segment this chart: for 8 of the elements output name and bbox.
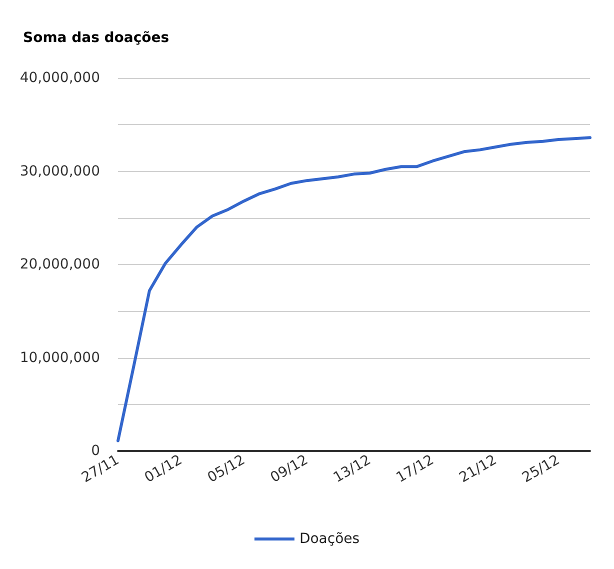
legend-label: Doações: [299, 531, 360, 547]
y-tick-label: 0: [91, 443, 100, 459]
y-tick-label: 40,000,000: [20, 70, 100, 86]
line-series: [116, 136, 592, 442]
y-tick-label: 30,000,000: [20, 163, 100, 180]
y-tick-label: 20,000,000: [20, 256, 100, 272]
chart-title: Soma das doações: [23, 30, 170, 46]
y-tick-label: 10,000,000: [20, 350, 100, 366]
